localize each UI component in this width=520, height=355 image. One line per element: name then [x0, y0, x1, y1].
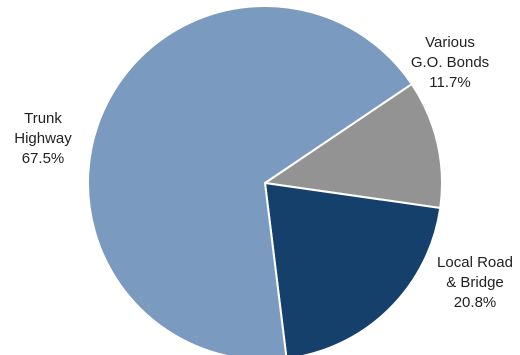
slice-label-local-line2: & Bridge	[446, 274, 504, 291]
slice-label-trunk-highway: Trunk Highway 67.5%	[4, 109, 82, 169]
pie-slice-various	[264, 83, 443, 209]
slice-value-various: 11.7%	[429, 74, 471, 91]
slice-label-local-road-bridge: Local Road & Bridge 20.8%	[432, 253, 518, 313]
slice-label-various-line2: G.O. Bonds	[410, 54, 490, 71]
slice-value-trunk: 67.5%	[21, 150, 65, 167]
pie-slice-trunk	[87, 5, 413, 355]
slice-value-local: 20.8%	[453, 294, 497, 311]
slice-label-trunk-line2: Highway	[14, 130, 72, 147]
slice-label-various-line1: Various	[425, 34, 475, 51]
slice-label-various-go-bonds: Various G.O. Bonds 11.7%	[386, 33, 514, 93]
pie-slice-local	[264, 182, 442, 355]
slice-label-trunk-line1: Trunk	[24, 110, 62, 127]
slice-label-local-line1: Local Road	[437, 254, 513, 271]
